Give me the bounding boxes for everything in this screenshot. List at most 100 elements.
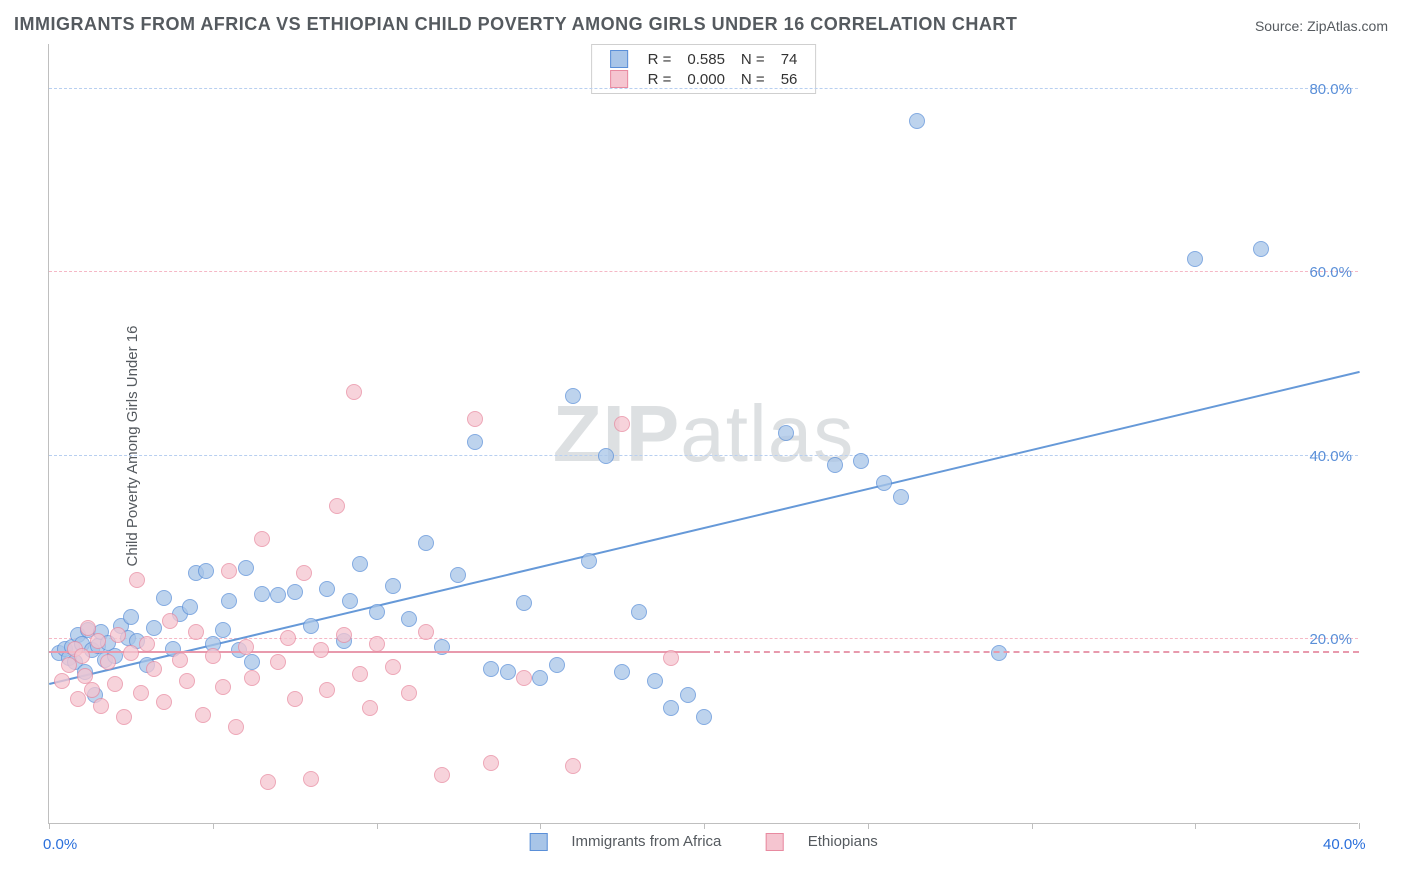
data-point — [401, 685, 417, 701]
x-tick — [704, 823, 705, 829]
data-point — [172, 652, 188, 668]
data-point — [100, 654, 116, 670]
data-point — [238, 639, 254, 655]
source-value: ZipAtlas.com — [1307, 18, 1388, 34]
data-point — [614, 664, 630, 680]
data-point — [532, 670, 548, 686]
data-point — [296, 565, 312, 581]
grid-line — [49, 455, 1358, 456]
data-point — [401, 611, 417, 627]
legend-stats-row: R = 0.585 N = 74 — [602, 49, 806, 69]
data-point — [54, 673, 70, 689]
legend-n-label: N = — [733, 69, 773, 89]
chart-title: IMMIGRANTS FROM AFRICA VS ETHIOPIAN CHIL… — [14, 14, 1017, 35]
data-point — [483, 755, 499, 771]
data-point — [123, 645, 139, 661]
data-point — [303, 618, 319, 634]
data-point — [270, 587, 286, 603]
data-point — [336, 627, 352, 643]
legend-series: Immigrants from Africa Ethiopians — [509, 833, 898, 851]
data-point — [663, 650, 679, 666]
data-point — [205, 648, 221, 664]
data-point — [909, 113, 925, 129]
data-point — [827, 457, 843, 473]
data-point — [581, 553, 597, 569]
data-point — [483, 661, 499, 677]
data-point — [195, 707, 211, 723]
data-point — [123, 609, 139, 625]
data-point — [215, 679, 231, 695]
y-tick-label: 80.0% — [1309, 81, 1352, 98]
data-point — [467, 434, 483, 450]
data-point — [116, 709, 132, 725]
legend-r-value: 0.585 — [679, 49, 733, 69]
data-point — [418, 624, 434, 640]
data-point — [385, 659, 401, 675]
data-point — [418, 535, 434, 551]
legend-swatch-icon — [610, 50, 628, 68]
data-point — [228, 719, 244, 735]
data-point — [631, 604, 647, 620]
chart-container: IMMIGRANTS FROM AFRICA VS ETHIOPIAN CHIL… — [0, 0, 1406, 892]
data-point — [84, 682, 100, 698]
data-point — [362, 700, 378, 716]
data-point — [254, 531, 270, 547]
legend-n-value: 74 — [773, 49, 806, 69]
data-point — [280, 630, 296, 646]
data-point — [500, 664, 516, 680]
data-point — [385, 578, 401, 594]
data-point — [369, 604, 385, 620]
x-tick — [868, 823, 869, 829]
data-point — [565, 388, 581, 404]
data-point — [146, 661, 162, 677]
legend-label: Ethiopians — [808, 833, 878, 850]
data-point — [319, 682, 335, 698]
x-tick — [49, 823, 50, 829]
x-tick — [213, 823, 214, 829]
data-point — [254, 586, 270, 602]
data-point — [93, 698, 109, 714]
data-point — [303, 771, 319, 787]
legend-label: Immigrants from Africa — [571, 833, 721, 850]
data-point — [319, 581, 335, 597]
x-tick-label: 0.0% — [43, 836, 77, 853]
data-point — [156, 590, 172, 606]
legend-item: Immigrants from Africa — [519, 833, 735, 850]
data-point — [893, 489, 909, 505]
data-point — [238, 560, 254, 576]
data-point — [146, 620, 162, 636]
grid-line — [49, 271, 1358, 272]
data-point — [287, 584, 303, 600]
data-point — [260, 774, 276, 790]
data-point — [139, 636, 155, 652]
legend-swatch-icon — [529, 833, 547, 851]
data-point — [198, 563, 214, 579]
legend-item: Ethiopians — [756, 833, 888, 850]
data-point — [244, 654, 260, 670]
data-point — [696, 709, 712, 725]
legend-n-value: 56 — [773, 69, 806, 89]
legend-stats: R = 0.585 N = 74 R = 0.000 N = 56 — [591, 44, 817, 94]
data-point — [107, 676, 123, 692]
data-point — [244, 670, 260, 686]
data-point — [663, 700, 679, 716]
data-point — [270, 654, 286, 670]
data-point — [991, 645, 1007, 661]
legend-swatch-icon — [610, 70, 628, 88]
data-point — [74, 648, 90, 664]
data-point — [221, 593, 237, 609]
source-label: Source: — [1255, 18, 1303, 34]
data-point — [287, 691, 303, 707]
data-point — [313, 642, 329, 658]
data-point — [129, 572, 145, 588]
data-point — [156, 694, 172, 710]
x-tick — [1032, 823, 1033, 829]
data-point — [434, 767, 450, 783]
y-tick-label: 60.0% — [1309, 264, 1352, 281]
data-point — [342, 593, 358, 609]
data-point — [352, 556, 368, 572]
x-tick — [1195, 823, 1196, 829]
data-point — [179, 673, 195, 689]
data-point — [450, 567, 466, 583]
data-point — [182, 599, 198, 615]
